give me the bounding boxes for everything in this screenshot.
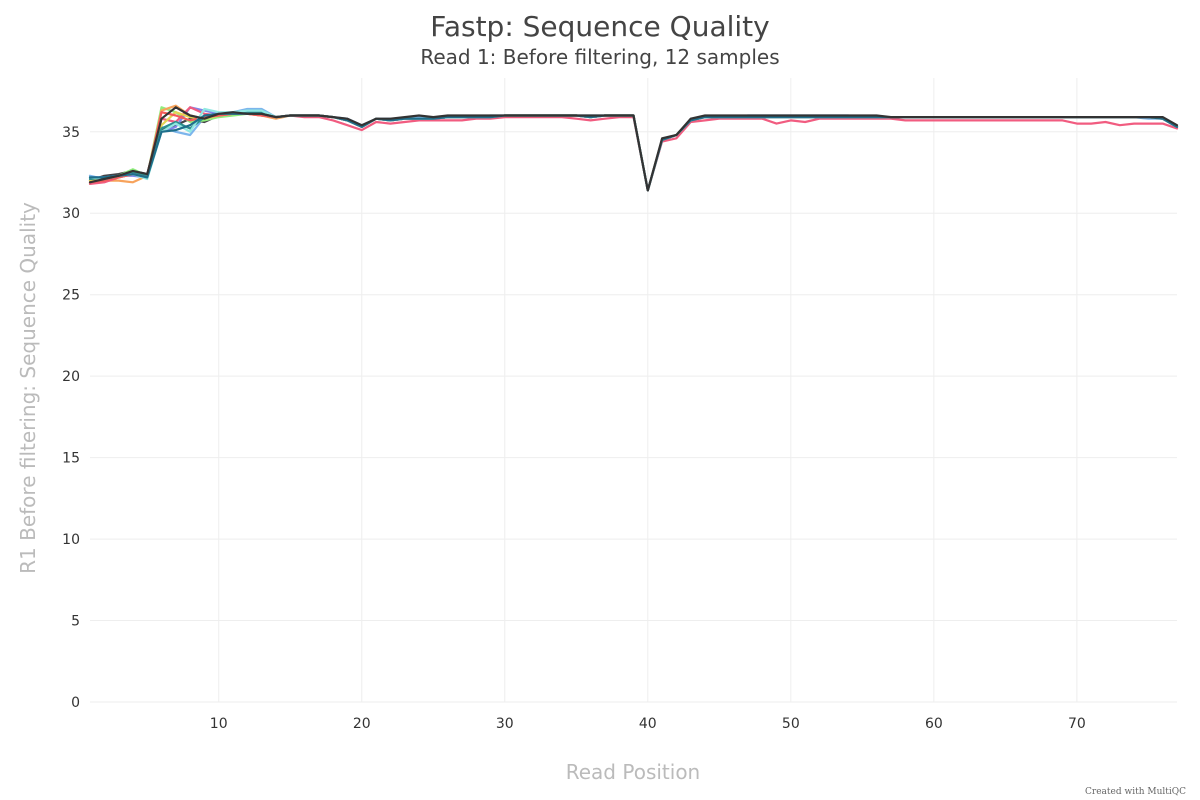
multiqc-credit: Created with MultiQC	[1085, 787, 1186, 797]
series-line-11[interactable]	[88, 112, 1179, 192]
axis-ticks: 0 5 10 15 20 25 30 35 10 20 30 40 50 60 70	[62, 125, 1086, 732]
y-tick-label: 30	[62, 206, 80, 222]
x-tick-label: 70	[1068, 716, 1086, 732]
x-tick-label: 50	[782, 716, 800, 732]
y-tick-label: 35	[62, 125, 80, 141]
y-tick-label: 5	[71, 614, 80, 630]
y-tick-label: 15	[62, 451, 80, 467]
x-axis-label: Read Position	[566, 760, 700, 784]
x-tick-label: 40	[639, 716, 657, 732]
y-tick-label: 10	[62, 532, 80, 548]
series-line-9[interactable]	[88, 111, 1179, 192]
y-tick-label: 0	[71, 695, 80, 711]
y-tick-label: 25	[62, 288, 80, 304]
x-tick-label: 10	[210, 716, 228, 732]
x-tick-label: 30	[496, 716, 514, 732]
series-line-8[interactable]	[88, 111, 1179, 192]
y-axis-label: R1 Before filtering: Sequence Quality	[16, 202, 40, 574]
y-tick-label: 20	[62, 369, 80, 385]
gridlines	[90, 78, 1177, 703]
chart-title: Fastp: Sequence Quality	[430, 10, 769, 43]
x-tick-label: 60	[925, 716, 943, 732]
series-line-7[interactable]	[88, 111, 1179, 192]
series-lines[interactable]	[88, 104, 1179, 192]
x-tick-label: 20	[353, 716, 371, 732]
series-line-12[interactable]	[88, 106, 1179, 192]
chart-subtitle: Read 1: Before filtering, 12 samples	[420, 45, 779, 69]
series-line-2[interactable]	[88, 112, 1179, 192]
